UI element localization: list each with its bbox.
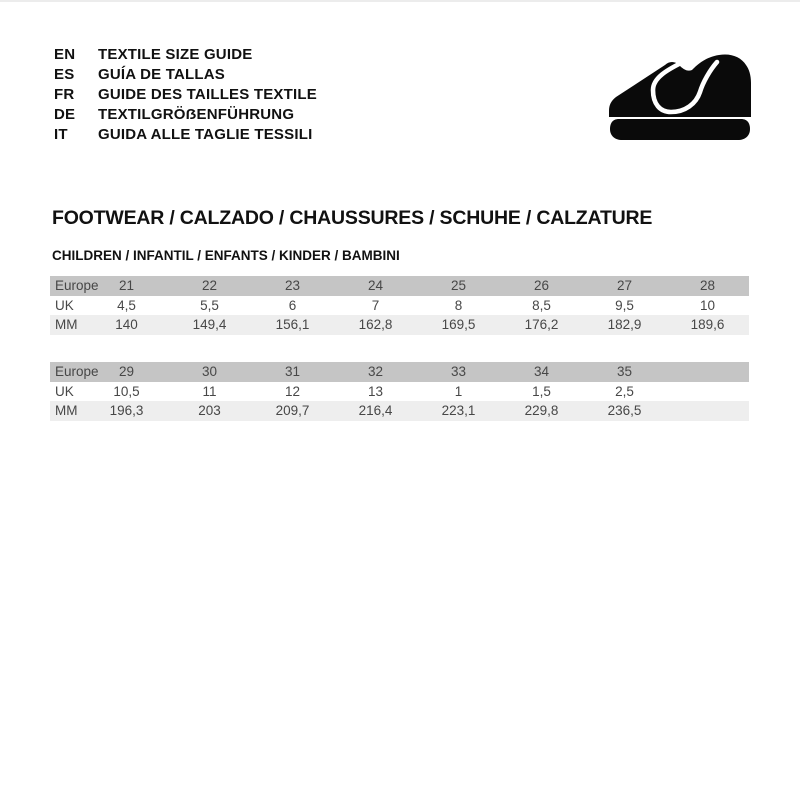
size-value-cell: 10 (699, 297, 716, 313)
size-value-cell: 11 (202, 383, 217, 399)
row-label: MM (55, 403, 78, 419)
language-label: TEXTILGRÖẞENFÜHRUNG (98, 105, 295, 123)
language-row-fr: FR GUIDE DES TAILLES TEXTILE (54, 84, 317, 104)
size-value-cell: 196,3 (109, 403, 144, 419)
size-value-cell: 149,4 (192, 317, 227, 333)
language-label: GUIDE DES TAILLES TEXTILE (98, 85, 317, 103)
size-value-cell: 27 (616, 278, 633, 294)
table-row-mm: MM 140 149,4 156,1 162,8 169,5 176,2 182,9 189,6 (50, 315, 749, 335)
size-value-cell: 236,5 (607, 403, 642, 419)
size-value-cell: 35 (616, 364, 633, 380)
size-value-cell: 203 (198, 403, 221, 419)
language-row-de: DE TEXTILGRÖẞENFÜHRUNG (54, 104, 317, 124)
size-value-cell: 26 (533, 278, 550, 294)
size-value-cell: 223,1 (441, 403, 476, 419)
language-code: DE (54, 105, 76, 123)
row-label: MM (55, 317, 78, 333)
row-label: UK (55, 383, 74, 399)
size-value-cell: 4,5 (117, 297, 136, 313)
size-value-cell: 6 (288, 297, 297, 313)
size-table-children-1: Europe 21 22 23 24 25 26 27 28 UK 4,5 5,5 6 7 8 8,5 9,5 1… (50, 276, 749, 335)
size-table-children-2: Europe 29 30 31 32 33 34 35 UK 10,5 11 12 13 1 1,5 2,5 M… (50, 362, 749, 421)
audience-title: CHILDREN / INFANTIL / ENFANTS / KINDER /… (52, 248, 400, 263)
size-value-cell: 189,6 (690, 317, 725, 333)
size-value-cell: 28 (699, 278, 716, 294)
category-title: FOOTWEAR / CALZADO / CHAUSSURES / SCHUHE… (52, 207, 653, 229)
size-value-cell: 169,5 (441, 317, 476, 333)
language-label: GUIDA ALLE TAGLIE TESSILI (98, 125, 313, 143)
table-row-mm: MM 196,3 203 209,7 216,4 223,1 229,8 236,5 (50, 401, 749, 421)
size-value-cell: 21 (118, 278, 135, 294)
size-value-cell: 5,5 (200, 297, 219, 313)
row-label: Europe (55, 364, 99, 380)
size-value-cell: 9,5 (615, 297, 634, 313)
page-top-divider (0, 0, 800, 2)
size-value-cell: 22 (201, 278, 218, 294)
size-value-cell: 182,9 (607, 317, 642, 333)
size-value-cell: 13 (367, 383, 384, 399)
language-code: FR (54, 85, 75, 103)
size-value-cell: 12 (284, 383, 301, 399)
language-label: GUÍA DE TALLAS (98, 65, 225, 83)
children-shoe-icon (607, 51, 753, 143)
size-value-cell: 31 (284, 364, 301, 380)
size-value-cell: 8 (454, 297, 463, 313)
table-row-europe: Europe 21 22 23 24 25 26 27 28 (50, 276, 749, 296)
language-code: IT (54, 125, 68, 143)
size-value-cell: 30 (201, 364, 218, 380)
size-value-cell: 23 (284, 278, 301, 294)
size-value-cell: 32 (367, 364, 384, 380)
size-value-cell: 209,7 (275, 403, 310, 419)
row-label: UK (55, 297, 74, 313)
size-value-cell: 8,5 (532, 297, 551, 313)
language-row-it: IT GUIDA ALLE TAGLIE TESSILI (54, 124, 317, 144)
language-row-es: ES GUÍA DE TALLAS (54, 64, 317, 84)
size-value-cell: 229,8 (524, 403, 559, 419)
language-label: TEXTILE SIZE GUIDE (98, 45, 253, 63)
size-value-cell: 140 (115, 317, 138, 333)
size-value-cell: 10,5 (113, 383, 140, 399)
table-row-uk: UK 10,5 11 12 13 1 1,5 2,5 (50, 381, 749, 401)
size-value-cell: 176,2 (524, 317, 559, 333)
size-value-cell: 162,8 (358, 317, 393, 333)
table-row-uk: UK 4,5 5,5 6 7 8 8,5 9,5 10 (50, 295, 749, 315)
table-row-europe: Europe 29 30 31 32 33 34 35 (50, 362, 749, 382)
language-code: ES (54, 65, 75, 83)
language-code: EN (54, 45, 76, 63)
language-row-en: EN TEXTILE SIZE GUIDE (54, 44, 317, 64)
size-value-cell: 34 (533, 364, 550, 380)
row-label: Europe (55, 278, 99, 294)
size-value-cell: 24 (367, 278, 384, 294)
language-list: EN TEXTILE SIZE GUIDE ES GUÍA DE TALLAS … (54, 44, 317, 144)
size-value-cell: 156,1 (275, 317, 310, 333)
size-value-cell: 1 (454, 383, 463, 399)
size-value-cell: 33 (450, 364, 467, 380)
size-value-cell: 216,4 (358, 403, 393, 419)
size-value-cell: 1,5 (532, 383, 551, 399)
size-value-cell: 7 (371, 297, 380, 313)
size-value-cell: 29 (118, 364, 135, 380)
size-value-cell: 2,5 (615, 383, 634, 399)
size-value-cell: 25 (450, 278, 467, 294)
